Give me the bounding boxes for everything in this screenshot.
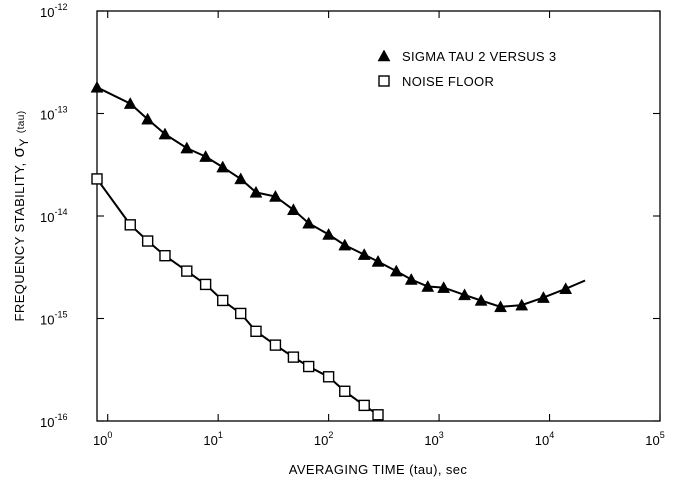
y-axis-title-suffix: (tau) — [16, 111, 27, 134]
plot-frame — [97, 11, 660, 421]
y-axis-title-subscript: Y — [17, 138, 31, 146]
legend-label-noise-floor: NOISE FLOOR — [402, 74, 494, 89]
y-tick-label: 10-12 — [40, 2, 67, 20]
legend-label-sigma-tau: SIGMA TAU 2 VERSUS 3 — [402, 49, 556, 64]
triangle-point — [91, 81, 103, 92]
triangle-point — [323, 228, 335, 239]
square-point — [304, 362, 314, 372]
triangle-point — [124, 98, 136, 109]
square-point — [182, 266, 192, 276]
y-axis-title: FREQUENCY STABILITY, σY (tau) — [9, 111, 31, 322]
square-point — [324, 372, 334, 382]
triangle-point — [537, 292, 549, 303]
y-tick-label: 10-14 — [40, 207, 67, 225]
y-axis-title-sigma: σ — [9, 146, 28, 157]
square-point — [236, 308, 246, 318]
triangle-point — [405, 274, 417, 285]
y-axis-title-prefix: FREQUENCY STABILITY, — [12, 162, 27, 321]
triangle-point — [372, 255, 384, 266]
square-point — [359, 400, 369, 410]
legend: SIGMA TAU 2 VERSUS 3 NOISE FLOOR — [378, 49, 556, 89]
triangle-point — [181, 142, 193, 153]
x-tick-label: 100 — [93, 430, 112, 448]
square-point — [160, 251, 170, 261]
legend-triangle-marker — [378, 50, 390, 61]
series-line-2 — [97, 179, 378, 415]
x-tick-label: 101 — [203, 430, 222, 448]
x-tick-label: 103 — [424, 430, 443, 448]
square-point — [251, 326, 261, 336]
triangle-point — [235, 173, 247, 184]
triangle-point — [287, 204, 299, 215]
triangle-point — [217, 161, 229, 172]
square-point — [201, 279, 211, 289]
y-tick-label: 10-13 — [40, 105, 67, 123]
triangle-point — [358, 249, 370, 260]
y-tick-label: 10-15 — [40, 310, 67, 328]
square-point — [125, 220, 135, 230]
square-point — [288, 352, 298, 362]
square-point — [340, 386, 350, 396]
legend-square-marker — [379, 76, 389, 86]
axis-ticks — [97, 11, 660, 421]
square-point — [270, 340, 280, 350]
square-point — [218, 295, 228, 305]
triangle-point — [339, 239, 351, 250]
triangle-point — [560, 283, 572, 294]
triangle-point — [200, 151, 212, 162]
square-point — [373, 410, 383, 420]
y-tick-label: 10-16 — [40, 412, 67, 430]
series-line-1 — [97, 87, 585, 306]
x-axis-title: AVERAGING TIME (tau), sec — [289, 462, 468, 477]
data-series — [91, 81, 585, 419]
square-point — [92, 174, 102, 184]
square-point — [143, 236, 153, 246]
triangle-point — [390, 265, 402, 276]
x-tick-label: 104 — [535, 430, 554, 448]
x-tick-label: 102 — [314, 430, 333, 448]
x-tick-label: 105 — [645, 430, 664, 448]
